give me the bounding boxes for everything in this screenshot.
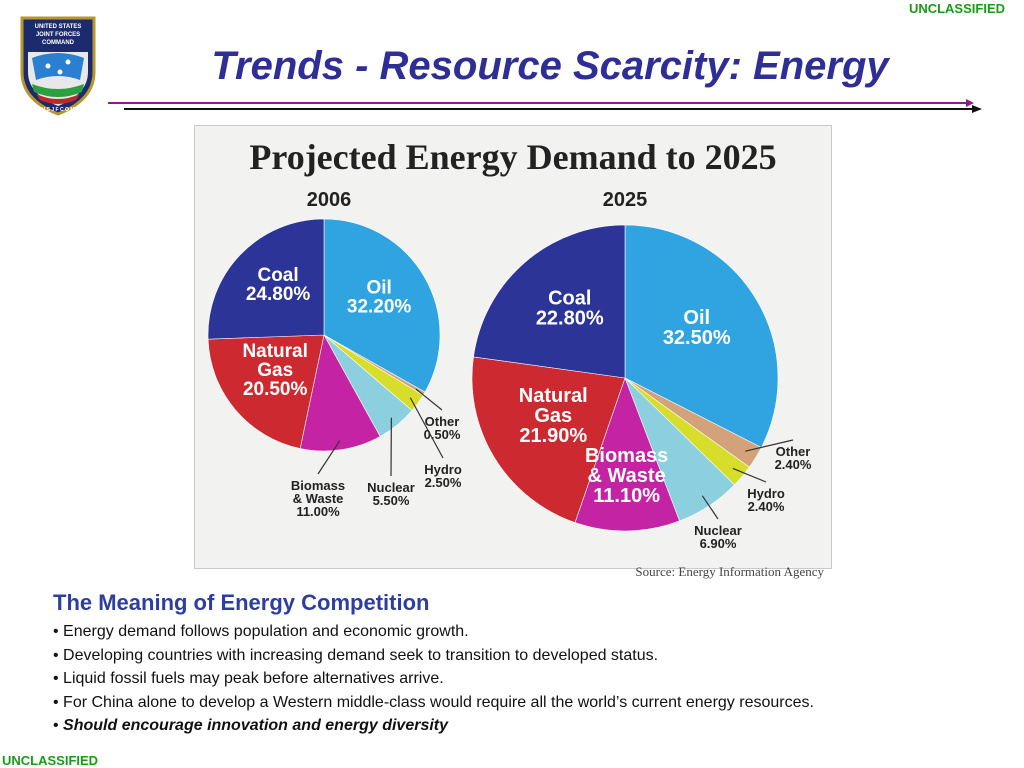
pie-slice-label: Other 2.40% xyxy=(775,444,812,472)
bullet-text: Liquid fossil fuels may peak before alte… xyxy=(63,670,444,687)
pie-slice-label: Hydro 2.40% xyxy=(747,486,785,514)
pie-slice-label: Other 0.50% xyxy=(424,414,461,442)
text-heading: The Meaning of Energy Competition xyxy=(53,590,430,615)
bullet-text: For China alone to develop a Western mid… xyxy=(63,693,814,711)
logo-line1: UNITED STATES xyxy=(35,24,82,30)
pie-slice-oil xyxy=(624,224,779,448)
slide-title: Trends - Resource Scarcity: Energy xyxy=(211,44,889,88)
chart-source: Source: Energy Information Agency xyxy=(635,564,824,579)
logo-ring: U S J F C O M xyxy=(42,107,75,113)
pie-slice-label: Oil 32.50% xyxy=(663,307,731,349)
pie-slice-biomass-waste xyxy=(574,377,680,532)
pie-slice-label: Biomass & Waste 11.10% xyxy=(585,445,668,507)
bullet-item: • Energy demand follows population and e… xyxy=(53,623,469,640)
pie-year-label: 2006 xyxy=(307,189,352,211)
pie-slice-natural-gas xyxy=(471,356,626,523)
callout-line xyxy=(745,439,794,452)
pie-slice-label: Natural Gas 20.50% xyxy=(242,341,307,400)
pie-slice-label: Hydro 2.50% xyxy=(424,462,462,490)
bullet-item: • Liquid fossil fuels may peak before al… xyxy=(53,670,444,687)
bullet-text: Should encourage innovation and energy d… xyxy=(63,717,449,734)
pie-slice-label: Coal 24.80% xyxy=(246,265,311,305)
pie-slice-label: Nuclear 6.90% xyxy=(694,523,742,551)
pie-slice-label: Nuclear 5.50% xyxy=(367,480,415,508)
bullet-item-emphasis: • Should encourage innovation and energy… xyxy=(53,717,449,734)
usjfcom-logo: UNITED STATES JOINT FORCES COMMAND U S J… xyxy=(20,16,96,116)
bullet-item: • Developing countries with increasing d… xyxy=(53,646,659,664)
callout-line xyxy=(409,397,444,459)
callout-line xyxy=(701,495,719,520)
pie-year-label: 2025 xyxy=(603,189,648,211)
pie-slice-label: Biomass & Waste 11.00% xyxy=(291,478,345,519)
text-block: The Meaning of Energy Competition • Ener… xyxy=(53,590,1013,738)
pie-slice-natural-gas xyxy=(207,334,325,449)
pie-slice-oil xyxy=(323,218,441,393)
bullet-item: • For China alone to develop a Western m… xyxy=(53,693,814,711)
title-rule xyxy=(108,99,982,113)
pie-slice-label: Natural Gas 21.90% xyxy=(519,385,588,447)
chart-title: Projected Energy Demand to 2025 xyxy=(249,137,777,177)
bullet-text: Developing countries with increasing dem… xyxy=(63,646,659,664)
callout-line xyxy=(732,467,767,483)
classification-top: UNCLASSIFIED xyxy=(908,1,1005,16)
pie-slice-coal xyxy=(207,218,325,340)
logo-line3: COMMAND xyxy=(42,40,75,46)
logo-line2: JOINT FORCES xyxy=(36,32,80,38)
pie-slice-biomass-waste xyxy=(299,334,381,452)
pie-slice-label: Coal 22.80% xyxy=(536,288,604,330)
pie-slice-coal xyxy=(473,224,626,379)
classification-bottom: UNCLASSIFIED xyxy=(2,753,99,768)
energy-pie-charts: 2006 Oil 32.20% Other 0.50% Hydro 2.50% Nuclear… xyxy=(207,189,812,551)
callout-line xyxy=(317,440,341,475)
callout-line xyxy=(415,388,443,411)
pie-slice-label: Oil 32.20% xyxy=(347,277,412,317)
bullet-text: Energy demand follows population and eco… xyxy=(63,623,469,640)
